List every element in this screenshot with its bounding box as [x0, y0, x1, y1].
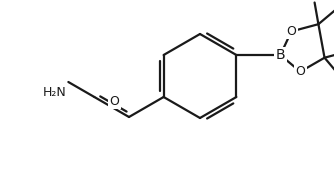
Text: H₂N: H₂N	[43, 86, 66, 99]
Text: O: O	[287, 25, 296, 38]
Text: O: O	[110, 95, 120, 108]
Text: B: B	[276, 48, 285, 62]
Text: O: O	[295, 65, 305, 78]
